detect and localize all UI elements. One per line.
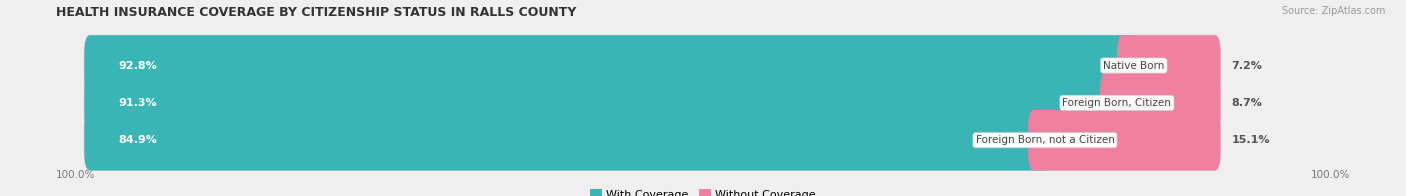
FancyBboxPatch shape (1099, 73, 1220, 133)
Text: 91.3%: 91.3% (118, 98, 156, 108)
FancyBboxPatch shape (84, 73, 1122, 133)
Text: HEALTH INSURANCE COVERAGE BY CITIZENSHIP STATUS IN RALLS COUNTY: HEALTH INSURANCE COVERAGE BY CITIZENSHIP… (56, 6, 576, 19)
FancyBboxPatch shape (84, 110, 1220, 171)
Text: 100.0%: 100.0% (1310, 170, 1350, 180)
FancyBboxPatch shape (1116, 35, 1220, 96)
Text: Native Born: Native Born (1104, 61, 1164, 71)
FancyBboxPatch shape (1028, 110, 1220, 171)
Text: 8.7%: 8.7% (1232, 98, 1263, 108)
Text: 92.8%: 92.8% (118, 61, 157, 71)
FancyBboxPatch shape (84, 110, 1050, 171)
Text: Foreign Born, Citizen: Foreign Born, Citizen (1063, 98, 1171, 108)
Text: Source: ZipAtlas.com: Source: ZipAtlas.com (1281, 6, 1385, 16)
Text: 84.9%: 84.9% (118, 135, 157, 145)
Text: Foreign Born, not a Citizen: Foreign Born, not a Citizen (976, 135, 1115, 145)
Text: 15.1%: 15.1% (1232, 135, 1270, 145)
Text: 7.2%: 7.2% (1232, 61, 1263, 71)
Legend: With Coverage, Without Coverage: With Coverage, Without Coverage (591, 189, 815, 196)
FancyBboxPatch shape (84, 35, 1139, 96)
FancyBboxPatch shape (84, 73, 1220, 133)
FancyBboxPatch shape (84, 35, 1220, 96)
Text: 100.0%: 100.0% (56, 170, 96, 180)
